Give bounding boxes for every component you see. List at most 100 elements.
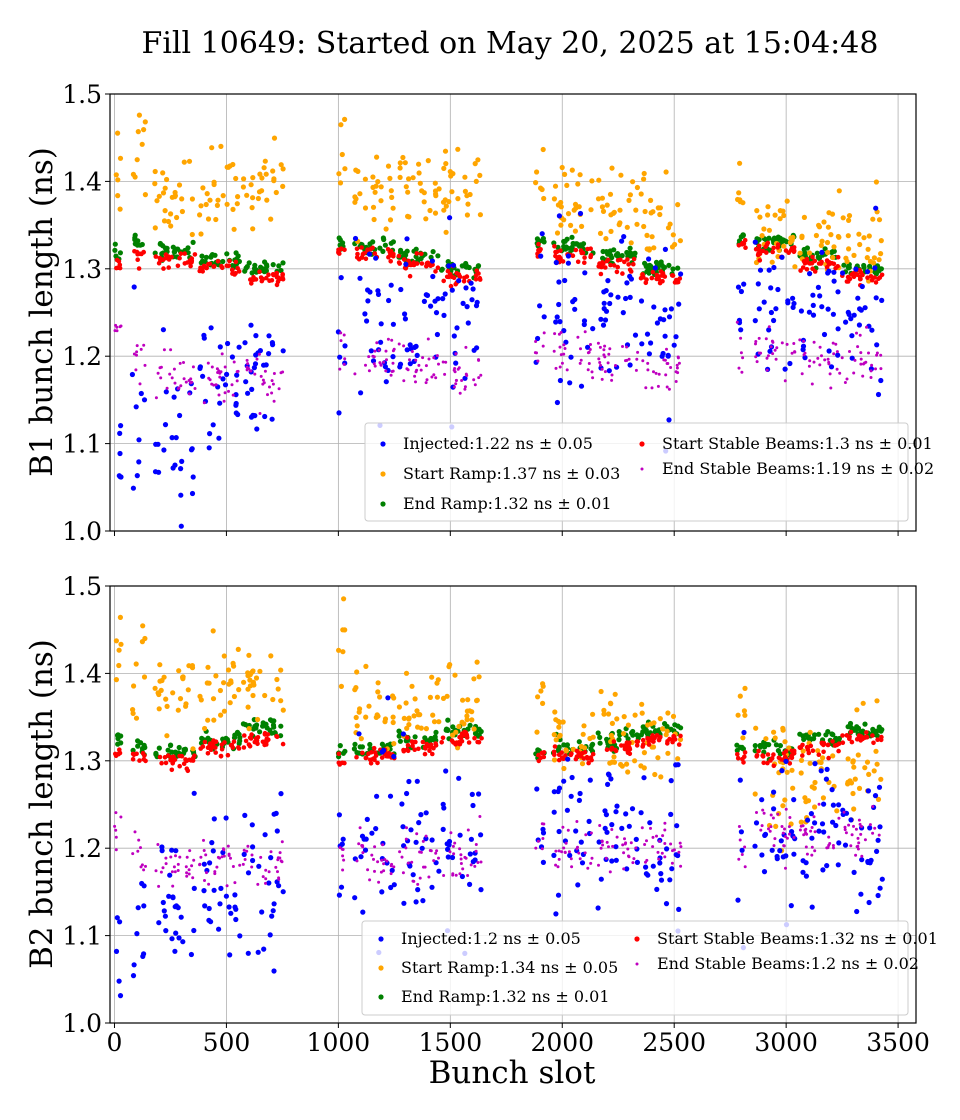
data-point-start-ramp [807,760,813,766]
data-point-end-stable [379,870,383,874]
data-point-start-stable [476,271,481,276]
data-point-start-stable [247,744,253,749]
data-point-end-stable [739,351,743,355]
data-point-start-ramp [217,687,223,694]
data-point-start-ramp [179,196,185,202]
data-point-injected [849,333,855,339]
y-axis-label-b2: B2 bunch length (ns) [24,639,60,969]
data-point-start-ramp [634,184,641,191]
data-point-start-ramp [590,711,596,717]
data-point-start-ramp [850,758,856,764]
data-point-injected [428,303,434,309]
data-point-start-ramp [782,739,788,745]
data-point-start-stable [568,752,574,758]
data-point-start-stable [646,738,652,744]
data-point-end-stable [562,846,566,850]
data-point-start-ramp [278,667,284,673]
data-point-end-stable [232,360,236,364]
data-point-start-ramp [189,196,195,202]
data-point-injected [156,469,162,475]
data-point-end-stable [598,824,602,827]
data-point-start-stable [835,264,840,269]
data-point-start-stable [761,760,766,766]
data-point-injected [565,756,571,762]
data-point-end-stable [368,878,372,882]
data-point-end-stable [343,357,347,361]
data-point-end-ramp [169,749,175,755]
data-point-injected [858,891,864,897]
data-point-end-stable [353,372,357,376]
data-point-end-stable [427,357,431,361]
data-point-start-stable [656,737,662,743]
data-point-end-ramp [433,729,439,736]
data-point-end-stable [579,358,583,362]
data-point-end-stable [176,869,180,872]
data-point-injected [609,822,615,828]
data-point-injected [407,361,413,367]
data-point-injected [739,847,745,853]
data-point-injected [449,854,456,861]
data-point-start-ramp [397,165,403,171]
data-point-start-stable [857,267,862,273]
data-point-injected [218,885,224,892]
data-point-start-stable [188,263,193,269]
data-point-end-stable [452,852,456,856]
data-point-injected [854,908,860,915]
data-point-end-ramp [352,741,358,747]
data-point-start-stable [560,259,566,264]
data-point-start-stable [873,280,879,285]
data-point-end-ramp [199,253,205,259]
data-point-injected [116,978,122,984]
data-point-end-stable [162,348,166,352]
data-point-injected [820,867,826,873]
data-point-end-stable [636,350,640,354]
x-tick-label: 3000 [754,1028,818,1057]
data-point-injected [170,465,176,471]
data-point-injected [646,351,653,357]
data-point-start-ramp [846,213,853,219]
data-point-start-ramp [740,200,746,206]
data-point-start-ramp [638,763,644,769]
data-point-injected [738,327,744,333]
data-point-start-ramp [835,233,842,240]
data-point-start-ramp [220,193,226,199]
data-point-injected [865,858,871,865]
data-point-start-stable [160,257,166,263]
data-point-injected [352,235,359,242]
data-point-start-ramp [878,238,884,244]
data-point-start-stable [222,740,227,745]
data-point-end-stable [410,860,414,864]
data-point-injected [469,297,475,303]
data-point-injected [400,731,406,737]
data-point-end-ramp [164,245,170,251]
data-point-injected [664,846,670,852]
data-point-start-ramp [742,712,748,718]
data-point-start-ramp [811,785,817,791]
data-point-start-ramp [464,212,470,218]
data-point-injected [429,884,435,890]
data-point-start-stable [826,755,831,761]
data-point-start-ramp [608,228,614,234]
y-tick-label: 1.3 [62,255,102,284]
data-point-end-stable [114,811,118,815]
data-point-end-stable [429,849,433,853]
data-point-end-stable [136,849,140,853]
data-point-end-ramp [390,239,396,245]
data-point-start-ramp [396,704,402,710]
data-point-start-ramp [628,240,634,246]
data-point-end-ramp [198,260,204,266]
data-point-start-ramp [782,797,788,803]
data-point-end-stable [361,851,365,855]
data-point-end-stable [853,358,857,362]
data-point-start-ramp [372,189,378,195]
data-point-end-stable [784,866,787,870]
data-point-end-stable [392,865,396,869]
data-point-start-stable [578,248,584,253]
data-point-end-stable [590,370,594,374]
data-point-start-ramp [818,242,824,248]
data-point-start-ramp [848,780,855,786]
data-point-injected [424,292,431,298]
data-point-start-stable [670,739,675,745]
data-point-start-stable [753,246,759,252]
data-point-start-ramp [790,234,796,240]
